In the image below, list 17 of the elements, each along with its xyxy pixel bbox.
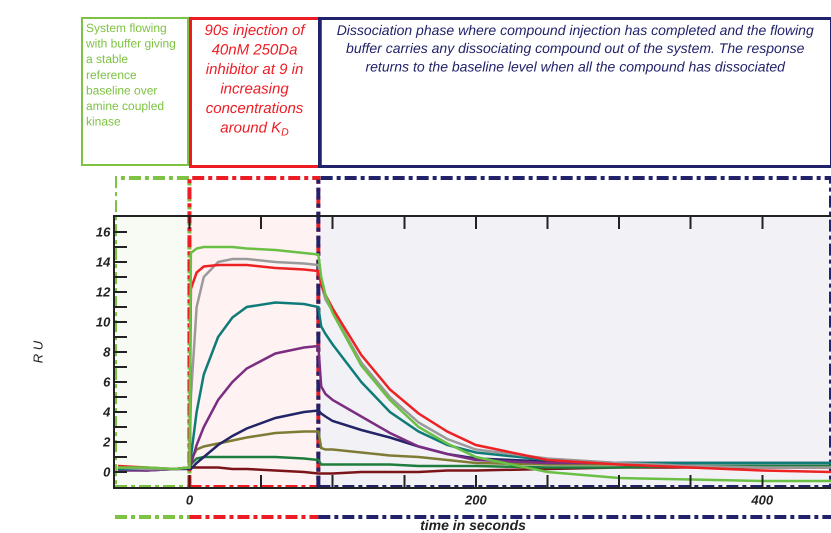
y-axis-title: R U: [30, 340, 46, 364]
y-tick-label: 2: [102, 434, 112, 450]
y-tick-label: 0: [103, 464, 112, 480]
x-tick-label: 400: [750, 492, 774, 508]
x-tick-label: 0: [186, 492, 194, 508]
band-label: System flowing with buffer giving a stable reference baseline over amine coupled kinase: [85, 21, 176, 129]
y-tick-label: 12: [96, 284, 112, 300]
y-tick-label: 16: [96, 224, 112, 240]
x-tick-label: 200: [464, 492, 488, 508]
band-label: Dissociation phase where compound injection has completed and the flowing buffer carries any dissociating compound out of the system. The response returns to the baseline level when all the compound has dissociated: [336, 22, 814, 74]
y-tick-label: 10: [96, 314, 112, 330]
y-tick-label: 4: [102, 404, 112, 420]
y-tick-label: 6: [103, 374, 112, 390]
y-tick-label: 8: [103, 344, 112, 360]
x-axis-title: time in seconds: [420, 517, 526, 533]
band-label: 90s injection of 40nM 250Da inhibitor at 9 in increasing concentrations around K$_{D}$: [204, 22, 306, 139]
y-tick-label: 14: [96, 254, 112, 270]
